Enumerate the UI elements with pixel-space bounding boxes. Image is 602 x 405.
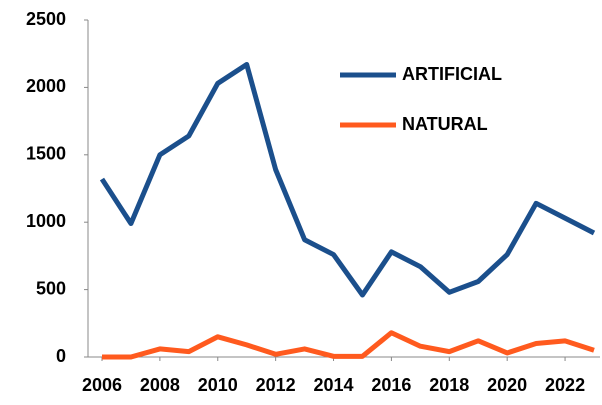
legend-label: ARTIFICIAL	[402, 64, 502, 84]
y-tick-label: 1500	[26, 144, 66, 164]
x-tick-label: 2008	[140, 375, 180, 395]
y-tick-label: 1000	[26, 211, 66, 231]
y-tick-label: 2500	[26, 9, 66, 29]
legend-label: NATURAL	[402, 114, 488, 134]
x-tick-label: 2010	[198, 375, 238, 395]
y-tick-label: 2000	[26, 76, 66, 96]
series-line	[99, 61, 596, 298]
x-tick-label: 2012	[256, 375, 296, 395]
series-line	[102, 330, 595, 360]
x-tick-label: 2016	[371, 375, 411, 395]
x-tick-label: 2020	[487, 375, 527, 395]
x-tick-label: 2018	[429, 375, 469, 395]
x-tick-label: 2022	[545, 375, 585, 395]
y-tick-label: 500	[36, 278, 66, 298]
y-tick-label: 0	[56, 346, 66, 366]
x-tick-label: 2006	[82, 375, 122, 395]
x-tick-label: 2014	[314, 375, 354, 395]
